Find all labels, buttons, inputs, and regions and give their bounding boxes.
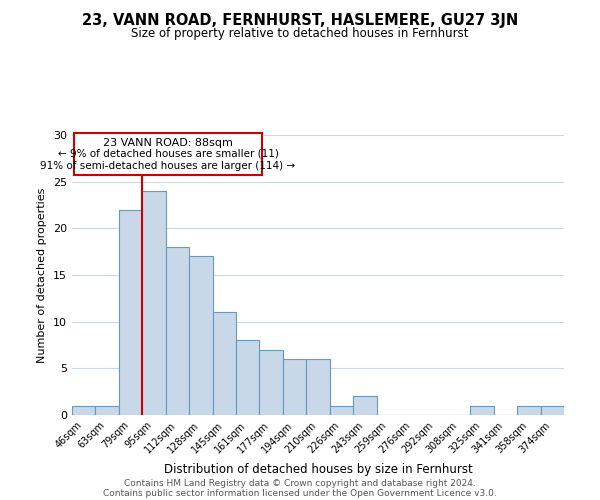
Bar (541, 406, 564, 415)
Bar (517, 406, 541, 415)
Bar (259, 350, 283, 415)
Bar (142, 191, 166, 415)
Bar (306, 359, 330, 415)
Bar (353, 396, 377, 415)
Text: 91% of semi-detached houses are larger (114) →: 91% of semi-detached houses are larger (… (40, 161, 296, 171)
Bar (212, 312, 236, 415)
Y-axis label: Number of detached properties: Number of detached properties (37, 188, 47, 362)
Text: 23 VANN ROAD: 88sqm: 23 VANN ROAD: 88sqm (103, 138, 233, 148)
X-axis label: Distribution of detached houses by size in Fernhurst: Distribution of detached houses by size … (164, 463, 472, 476)
Bar (470, 406, 494, 415)
Text: 23, VANN ROAD, FERNHURST, HASLEMERE, GU27 3JN: 23, VANN ROAD, FERNHURST, HASLEMERE, GU2… (82, 12, 518, 28)
Text: ← 9% of detached houses are smaller (11): ← 9% of detached houses are smaller (11) (58, 149, 278, 159)
Bar (236, 340, 259, 415)
Bar (283, 359, 306, 415)
Bar (189, 256, 212, 415)
Bar (119, 210, 142, 415)
Bar (95, 406, 119, 415)
Bar (330, 406, 353, 415)
Text: Contains public sector information licensed under the Open Government Licence v3: Contains public sector information licen… (103, 488, 497, 498)
Text: Contains HM Land Registry data © Crown copyright and database right 2024.: Contains HM Land Registry data © Crown c… (124, 478, 476, 488)
FancyBboxPatch shape (74, 133, 262, 175)
Text: Size of property relative to detached houses in Fernhurst: Size of property relative to detached ho… (131, 28, 469, 40)
Bar (166, 247, 189, 415)
Bar (72, 406, 95, 415)
